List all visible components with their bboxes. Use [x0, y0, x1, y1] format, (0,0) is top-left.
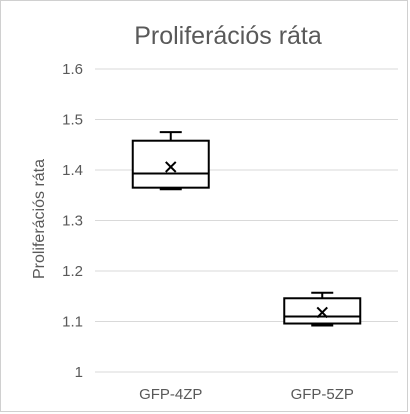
category-labels: GFP-4ZP GFP-5ZP [139, 386, 354, 403]
mean-marker [165, 161, 177, 173]
x-category-label: GFP-5ZP [291, 386, 354, 403]
y-tick-label: 1.1 [62, 314, 83, 331]
y-tick-label: 1.4 [62, 162, 83, 179]
y-tick-label: 1.2 [62, 263, 83, 280]
box-2 [283, 291, 362, 327]
mean-marker [316, 306, 328, 319]
x-category-label: GFP-4ZP [139, 386, 202, 403]
boxes [131, 131, 362, 327]
y-tick-label: 1.3 [62, 213, 83, 230]
y-tick-label: 1.5 [62, 112, 83, 129]
y-tick-label: 1.6 [62, 61, 83, 78]
y-tick-labels: 1 1.1 1.2 1.3 1.4 1.5 1.6 [62, 61, 83, 381]
y-axis-title: Proliferációs ráta [31, 159, 48, 279]
box-1 [131, 131, 210, 191]
gridlines [95, 68, 398, 373]
iqr-box [283, 297, 362, 325]
iqr-box [131, 139, 210, 189]
chart-title: Proliferációs ráta [134, 22, 322, 50]
y-tick-label: 1 [75, 364, 83, 381]
